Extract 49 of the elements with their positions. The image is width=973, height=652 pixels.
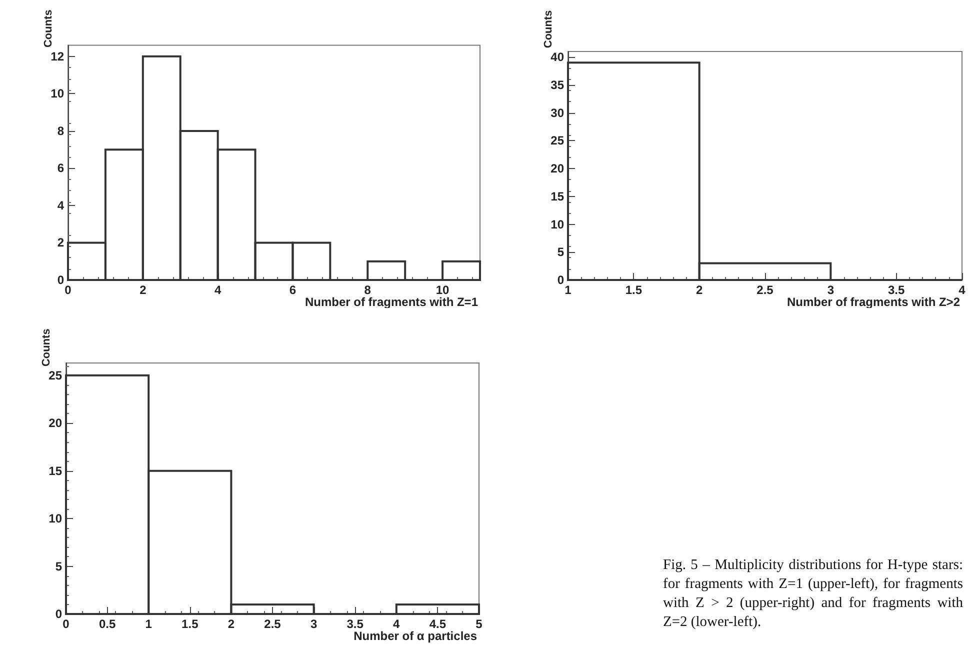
y-tick-label: 15 (48, 464, 62, 478)
y-tick-label: 0 (55, 607, 62, 621)
y-tick-label: 25 (550, 134, 564, 148)
y-tick-label: 2 (57, 236, 64, 250)
y-tick-label: 40 (550, 50, 564, 64)
y-tick-label: 6 (57, 161, 64, 176)
x-tick-label: 1 (145, 617, 152, 631)
x-tick-label: 3.5 (346, 617, 364, 631)
y-tick-label: 4 (57, 198, 64, 212)
x-tick-label: 3 (827, 283, 834, 297)
x-tick-label: 3 (310, 617, 318, 631)
y-tick-label: 8 (57, 124, 64, 138)
y-tick-label: 0 (57, 273, 64, 287)
x-tick-label: 4 (958, 283, 966, 297)
x-tick-label: 6 (289, 283, 296, 297)
y-axis-title: Counts (40, 328, 52, 367)
y-tick-label: 12 (50, 49, 64, 64)
y-tick-label: 30 (550, 106, 564, 120)
y-axis-title: Counts (42, 10, 54, 48)
x-tick-label: 5 (476, 617, 483, 631)
x-tick-label: 1 (564, 283, 572, 297)
y-tick-label: 20 (48, 416, 62, 430)
y-tick-label: 10 (550, 217, 564, 232)
x-tick-label: 8 (364, 283, 372, 297)
y-tick-label: 25 (48, 368, 62, 382)
x-tick-label: 1.5 (625, 283, 642, 297)
x-tick-label: 2 (696, 283, 703, 297)
x-tick-label: 2.5 (264, 617, 282, 631)
x-tick-label: 0.5 (98, 617, 116, 631)
x-tick-label: 4 (393, 617, 400, 631)
caption: Fig. 5 – Multiplicity distributions for H-type stars: for fragments with Z=1 (upper-left), for fragments with Z > 2 (upper-right) and for fragments with Z=2 (lower-left). (663, 556, 963, 632)
y-tick-label: 15 (550, 189, 564, 204)
x-tick-label: 10 (436, 283, 450, 297)
y-tick-label: 5 (557, 245, 564, 260)
y-axis-title: Counts (542, 10, 554, 48)
x-tick-label: 4 (214, 283, 222, 297)
x-tick-label: 2.5 (756, 283, 774, 297)
y-tick-label: 10 (50, 86, 64, 101)
x-tick-label: 2 (228, 617, 235, 631)
x-tick-label: 3.5 (888, 283, 905, 297)
x-tick-label: 1.5 (182, 617, 199, 631)
y-tick-label: 20 (550, 162, 564, 176)
x-tick-label: 4.5 (429, 617, 446, 631)
x-tick-label: 2 (140, 283, 147, 297)
y-tick-label: 35 (550, 78, 564, 92)
y-tick-label: 0 (557, 273, 564, 287)
x-axis-title: Number of α particles (354, 629, 478, 643)
y-tick-label: 10 (48, 512, 62, 526)
y-tick-label: 5 (55, 559, 62, 574)
